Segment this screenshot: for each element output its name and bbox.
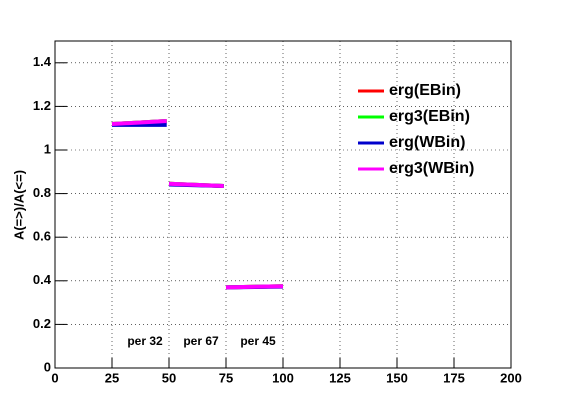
y-tick-label: 0 xyxy=(44,359,51,374)
x-tick-label: 175 xyxy=(443,370,465,385)
x-tick-label: 200 xyxy=(500,370,522,385)
annotation: per 45 xyxy=(240,334,276,348)
y-tick-label: 0.6 xyxy=(33,229,51,244)
legend-label: erg3(EBin) xyxy=(389,108,470,125)
y-axis-label: A(=>)/A(<=) xyxy=(11,170,26,240)
x-tick-label: 0 xyxy=(51,370,58,385)
x-tick-label: 50 xyxy=(162,370,176,385)
legend-label: erg3(WBin) xyxy=(389,160,474,177)
x-tick-label: 150 xyxy=(386,370,408,385)
annotation: per 67 xyxy=(183,334,219,348)
legend-label: erg(EBin) xyxy=(389,82,461,99)
legend-label: erg(WBin) xyxy=(389,134,465,151)
y-tick-label: 0.4 xyxy=(33,272,52,287)
x-tick-label: 25 xyxy=(105,370,119,385)
x-tick-label: 75 xyxy=(219,370,233,385)
y-tick-label: 1.4 xyxy=(33,54,52,69)
y-tick-label: 0.8 xyxy=(33,185,51,200)
series-line xyxy=(111,119,284,290)
y-tick-label: 0.2 xyxy=(33,316,51,331)
annotation: per 32 xyxy=(127,334,163,348)
y-tick-label: 1 xyxy=(44,141,51,156)
x-tick-label: 100 xyxy=(272,370,294,385)
y-tick-label: 1.2 xyxy=(33,98,51,113)
x-tick-label: 125 xyxy=(329,370,351,385)
